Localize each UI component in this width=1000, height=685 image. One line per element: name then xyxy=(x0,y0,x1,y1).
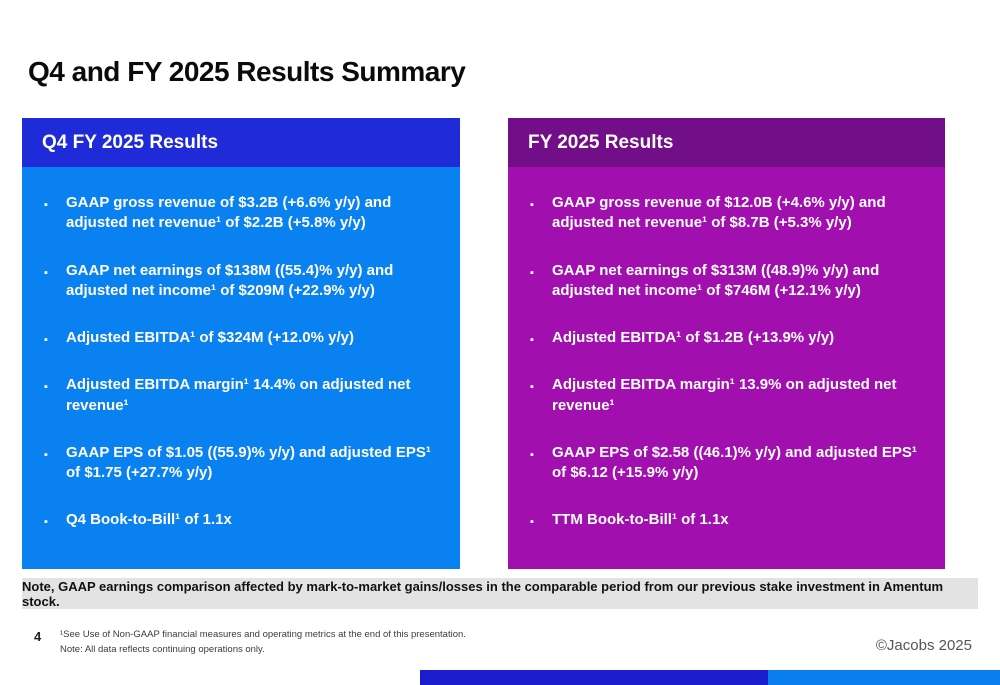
page-number: 4 xyxy=(34,629,42,644)
list-item: Adjusted EBITDA margin¹ 13.9% on adjuste… xyxy=(530,375,925,416)
q4-bullet-list: GAAP gross revenue of $3.2B (+6.6% y/y) … xyxy=(44,193,440,531)
list-item: TTM Book-to-Bill¹ of 1.1x xyxy=(530,510,925,530)
q4-panel-body: GAAP gross revenue of $3.2B (+6.6% y/y) … xyxy=(22,167,460,569)
bullet-marker-icon xyxy=(44,443,66,463)
list-item: GAAP gross revenue of $3.2B (+6.6% y/y) … xyxy=(44,193,440,234)
copyright: ©Jacobs 2025 xyxy=(875,637,972,654)
bullet-marker-icon xyxy=(44,193,66,213)
fy-panel-body: GAAP gross revenue of $12.0B (+4.6% y/y)… xyxy=(508,167,945,569)
bullet-marker-icon xyxy=(44,510,66,530)
list-item: Q4 Book-to-Bill¹ of 1.1x xyxy=(44,510,440,530)
bullet-text: Adjusted EBITDA margin¹ 14.4% on adjuste… xyxy=(66,376,411,414)
fy-panel-header: FY 2025 Results xyxy=(508,118,945,167)
footnote: Note: All data reflects continuing opera… xyxy=(60,643,265,655)
note-banner: Note, GAAP earnings comparison affected … xyxy=(22,578,978,609)
bullet-marker-icon xyxy=(530,328,552,348)
bullet-text: GAAP EPS of $1.05 ((55.9)% y/y) and adju… xyxy=(66,443,431,481)
bullet-marker-icon xyxy=(530,510,552,530)
bullet-text: Adjusted EBITDA¹ of $324M (+12.0% y/y) xyxy=(66,329,354,346)
bullet-text: TTM Book-to-Bill¹ of 1.1x xyxy=(552,511,729,529)
bullet-text: GAAP net earnings of $138M ((55.4)% y/y)… xyxy=(66,261,394,299)
bullet-marker-icon xyxy=(530,193,552,213)
list-item: Adjusted EBITDA¹ of $1.2B (+13.9% y/y) xyxy=(530,328,925,348)
list-item: GAAP EPS of $2.58 ((46.1)% y/y) and adju… xyxy=(530,443,925,484)
footer-bar-dark xyxy=(420,670,768,685)
bullet-marker-icon xyxy=(44,261,66,281)
bullet-text: GAAP EPS of $2.58 ((46.1)% y/y) and adju… xyxy=(552,443,917,481)
bullet-text: Adjusted EBITDA margin¹ 13.9% on adjuste… xyxy=(552,376,897,414)
bullet-text: Adjusted EBITDA¹ of $1.2B (+13.9% y/y) xyxy=(552,329,835,346)
bullet-text: GAAP net earnings of $313M ((48.9)% y/y)… xyxy=(552,261,880,299)
bullet-marker-icon xyxy=(44,375,66,395)
fy-results-panel: FY 2025 Results GAAP gross revenue of $1… xyxy=(508,118,945,569)
page-title: Q4 and FY 2025 Results Summary xyxy=(28,56,466,87)
bullet-text: Q4 Book-to-Bill¹ of 1.1x xyxy=(66,511,232,529)
footnotes: ¹See Use of Non-GAAP financial measures … xyxy=(60,628,466,657)
list-item: GAAP gross revenue of $12.0B (+4.6% y/y)… xyxy=(530,193,925,234)
bullet-text: GAAP gross revenue of $3.2B (+6.6% y/y) … xyxy=(66,194,392,232)
bullet-marker-icon xyxy=(44,328,66,348)
footer-bar-blue xyxy=(768,670,1000,685)
list-item: GAAP net earnings of $138M ((55.4)% y/y)… xyxy=(44,261,440,302)
footnote: ¹See Use of Non-GAAP financial measures … xyxy=(60,629,466,640)
list-item: GAAP net earnings of $313M ((48.9)% y/y)… xyxy=(530,261,925,302)
list-item: Adjusted EBITDA margin¹ 14.4% on adjuste… xyxy=(44,375,440,416)
fy-bullet-list: GAAP gross revenue of $12.0B (+4.6% y/y)… xyxy=(530,193,925,531)
bullet-text: GAAP gross revenue of $12.0B (+4.6% y/y)… xyxy=(552,194,886,232)
bullet-marker-icon xyxy=(530,443,552,463)
bullet-marker-icon xyxy=(530,261,552,281)
list-item: GAAP EPS of $1.05 ((55.9)% y/y) and adju… xyxy=(44,443,440,484)
q4-results-panel: Q4 FY 2025 Results GAAP gross revenue of… xyxy=(22,118,460,569)
bullet-marker-icon xyxy=(530,375,552,395)
list-item: Adjusted EBITDA¹ of $324M (+12.0% y/y) xyxy=(44,328,440,348)
q4-panel-header: Q4 FY 2025 Results xyxy=(22,118,460,167)
